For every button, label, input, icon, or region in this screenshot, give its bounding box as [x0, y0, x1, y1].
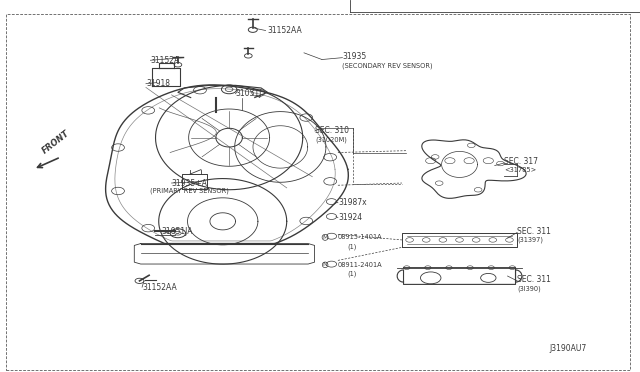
- Text: 31152A: 31152A: [150, 56, 180, 65]
- Text: SEC. 317: SEC. 317: [504, 157, 538, 166]
- Text: N: N: [323, 262, 328, 267]
- Text: 08915-1401A: 08915-1401A: [338, 234, 383, 240]
- Text: SEC. 310: SEC. 310: [315, 126, 349, 135]
- Text: SEC. 311: SEC. 311: [517, 275, 551, 284]
- Text: M: M: [323, 235, 328, 240]
- Text: (3l390): (3l390): [517, 285, 541, 292]
- Text: <31785>: <31785>: [504, 167, 536, 173]
- Text: (PRIMARY REV SENSOR): (PRIMARY REV SENSOR): [150, 187, 229, 194]
- Text: J3190AU7: J3190AU7: [549, 344, 586, 353]
- Text: 31152AA: 31152AA: [268, 26, 302, 35]
- Text: (1): (1): [348, 243, 357, 250]
- Text: SEC. 311: SEC. 311: [517, 227, 551, 236]
- Text: 31051JA: 31051JA: [161, 227, 193, 236]
- Text: 31935+A: 31935+A: [172, 179, 207, 187]
- Text: 31051J: 31051J: [236, 89, 262, 98]
- Text: 31918: 31918: [146, 79, 170, 88]
- Text: 08911-2401A: 08911-2401A: [338, 262, 383, 268]
- Text: 31935: 31935: [342, 52, 367, 61]
- Text: (31020M): (31020M): [315, 136, 347, 143]
- Text: 31987x: 31987x: [338, 198, 367, 207]
- Text: 31924: 31924: [338, 213, 362, 222]
- Text: (1): (1): [348, 270, 357, 277]
- Text: 31152AA: 31152AA: [142, 283, 177, 292]
- Text: (SECONDARY REV SENSOR): (SECONDARY REV SENSOR): [342, 63, 433, 70]
- Text: (31397): (31397): [517, 237, 543, 243]
- Text: FRONT: FRONT: [40, 129, 71, 155]
